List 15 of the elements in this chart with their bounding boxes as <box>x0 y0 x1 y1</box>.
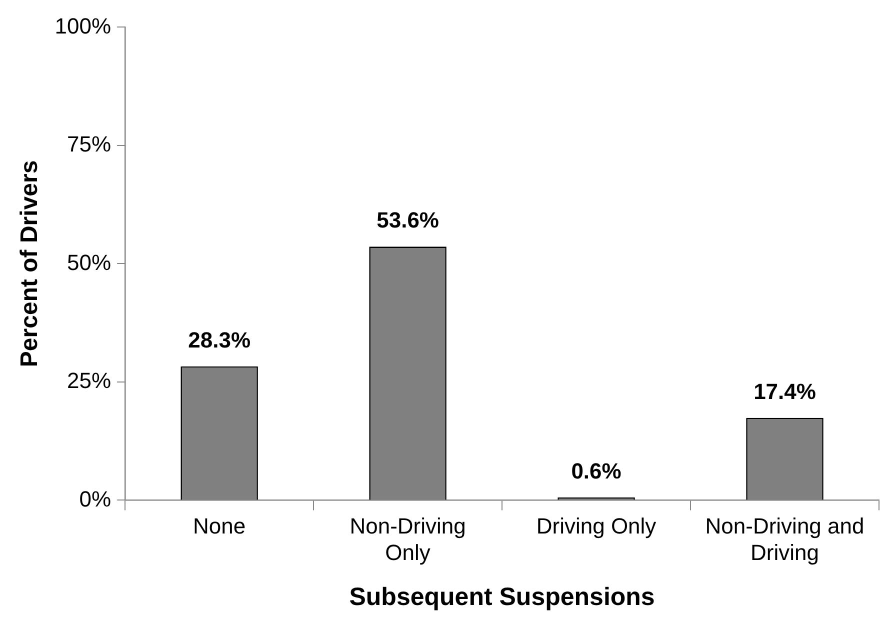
y-axis-title: Percent of Drivers <box>16 160 44 368</box>
x-tick-label: Driving Only <box>536 513 656 538</box>
y-tick-label: 100% <box>54 13 112 38</box>
data-label: 17.4% <box>754 378 816 404</box>
y-tick-label: 0% <box>79 486 112 512</box>
data-label: 0.6% <box>571 458 622 484</box>
x-tick-label: Non-Driving Only <box>350 513 466 565</box>
data-label: 28.3% <box>188 327 251 352</box>
data-label: 53.6% <box>376 208 439 233</box>
y-tick-label: 50% <box>67 250 112 275</box>
x-axis-title: Subsequent Suspensions <box>349 582 655 611</box>
x-tick-label: Non-Driving and Driving <box>705 513 864 565</box>
x-tick-label: None <box>193 513 246 538</box>
y-tick-label: 75% <box>67 132 112 157</box>
y-tick-label: 25% <box>67 368 112 394</box>
